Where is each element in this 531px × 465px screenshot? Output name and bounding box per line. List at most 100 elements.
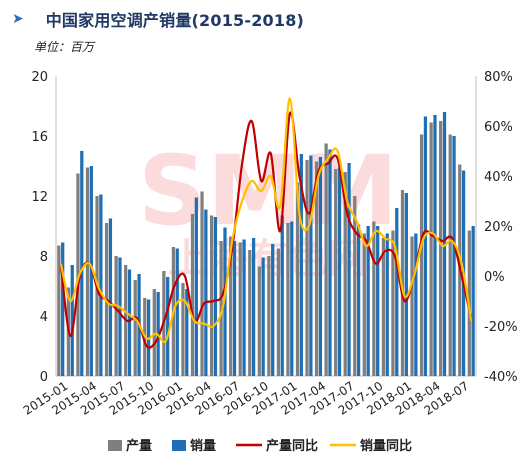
right-tick-label: -40% [484,370,518,385]
production-bar [85,167,90,376]
sales-bar [366,226,370,376]
sales-bar [232,241,237,376]
sales-bar [433,115,437,376]
sales-bar [423,116,428,376]
production-bar [76,173,80,376]
production-bar [229,236,233,376]
sales-yoy-line [59,97,473,344]
production-bar [152,289,156,376]
left-tick-label: 8 [40,250,48,265]
production-bar [410,236,414,376]
production-bar [248,250,252,376]
left-tick-label: 12 [31,190,48,205]
legend-production-swatch [108,440,122,451]
left-tick-label: 0 [40,370,48,385]
sales-bar [404,193,408,376]
sales-bar [127,269,132,376]
left-tick-label: 20 [31,70,48,85]
production-bar [190,214,195,376]
production-bar [439,121,443,376]
sales-bar [280,215,284,376]
sales-bar [118,257,122,376]
sales-bar [414,233,418,376]
sales-bar [166,277,170,376]
production-bar [343,172,347,376]
production-bar [305,160,309,376]
legend-sales-swatch [172,440,186,451]
production-bar [419,134,424,376]
production-bar [200,191,204,376]
sales-bar [204,209,208,376]
production-bar [57,245,61,376]
legend-label: 产量 [126,438,152,454]
right-tick-label: 60% [484,120,513,135]
left-tick-label: 16 [31,130,48,145]
production-bar [324,143,328,376]
production-bar [257,266,261,376]
production-bar [133,280,137,376]
production-bar [314,161,319,376]
bullet-arrow-icon: ➤ [12,11,24,27]
sales-bar [271,244,275,376]
sales-bar [261,257,265,376]
legend: 产量 销量 产量同比 销量同比 [108,438,412,454]
sales-bar [99,194,103,376]
production-bar [181,283,185,376]
production-bar [295,182,300,376]
sales-bar [337,167,342,376]
sales-bar [61,242,65,376]
sales-bar [452,136,456,376]
sales-bar [223,227,227,376]
production-bar [219,241,223,376]
sales-bar [80,151,84,376]
sales-bar [376,226,380,376]
sales-bar [328,149,332,376]
sales-bar [213,217,218,376]
production-bar [334,169,338,376]
legend-label: 产量同比 [266,438,318,454]
sales-bar [471,226,475,376]
right-tick-label: 20% [484,220,513,235]
production-bar [381,238,386,376]
production-bar [362,233,366,376]
sales-bar [385,233,389,376]
sales-bar [175,248,179,376]
production-bar [372,221,376,376]
sales-bar [356,224,361,376]
sales-bar [299,154,303,376]
sales-bar [242,239,246,376]
sales-bar [442,112,447,376]
production-bar [286,223,290,376]
x-tick-labels: 2015-012015-042015-072015-102016-012016-… [21,379,472,418]
sales-bar [290,221,294,376]
lines [59,97,473,349]
production-bar [238,242,242,376]
production-bar [114,256,118,376]
production-bar [448,134,452,376]
sales-bar [89,166,93,376]
right-tick-label: 40% [484,170,513,185]
chart-title: 中国家用空调产销量(2015-2018) [45,11,305,30]
right-tick-label: 80% [484,70,513,85]
production-bar [276,248,281,376]
production-bar [353,196,357,376]
sales-bar [309,155,313,376]
sales-bar [347,163,351,376]
sales-bar [70,265,74,376]
sales-bar [318,157,323,376]
sales-bar [194,197,198,376]
legend-label: 销量 [190,438,216,454]
sales-bar [395,208,399,376]
production-bar [429,122,433,376]
sales-bar [251,238,256,376]
title-row: ➤ 中国家用空调产销量(2015-2018) [12,6,304,32]
unit-label: 单位：百万 [34,40,95,54]
production-yoy-line [59,111,473,349]
sales-bar [185,289,189,376]
production-bar [391,230,395,376]
left-tick-label: 4 [40,310,48,325]
production-bar [400,190,405,376]
legend-label: 销量同比 [360,438,412,454]
right-tick-label: -20% [484,320,518,335]
